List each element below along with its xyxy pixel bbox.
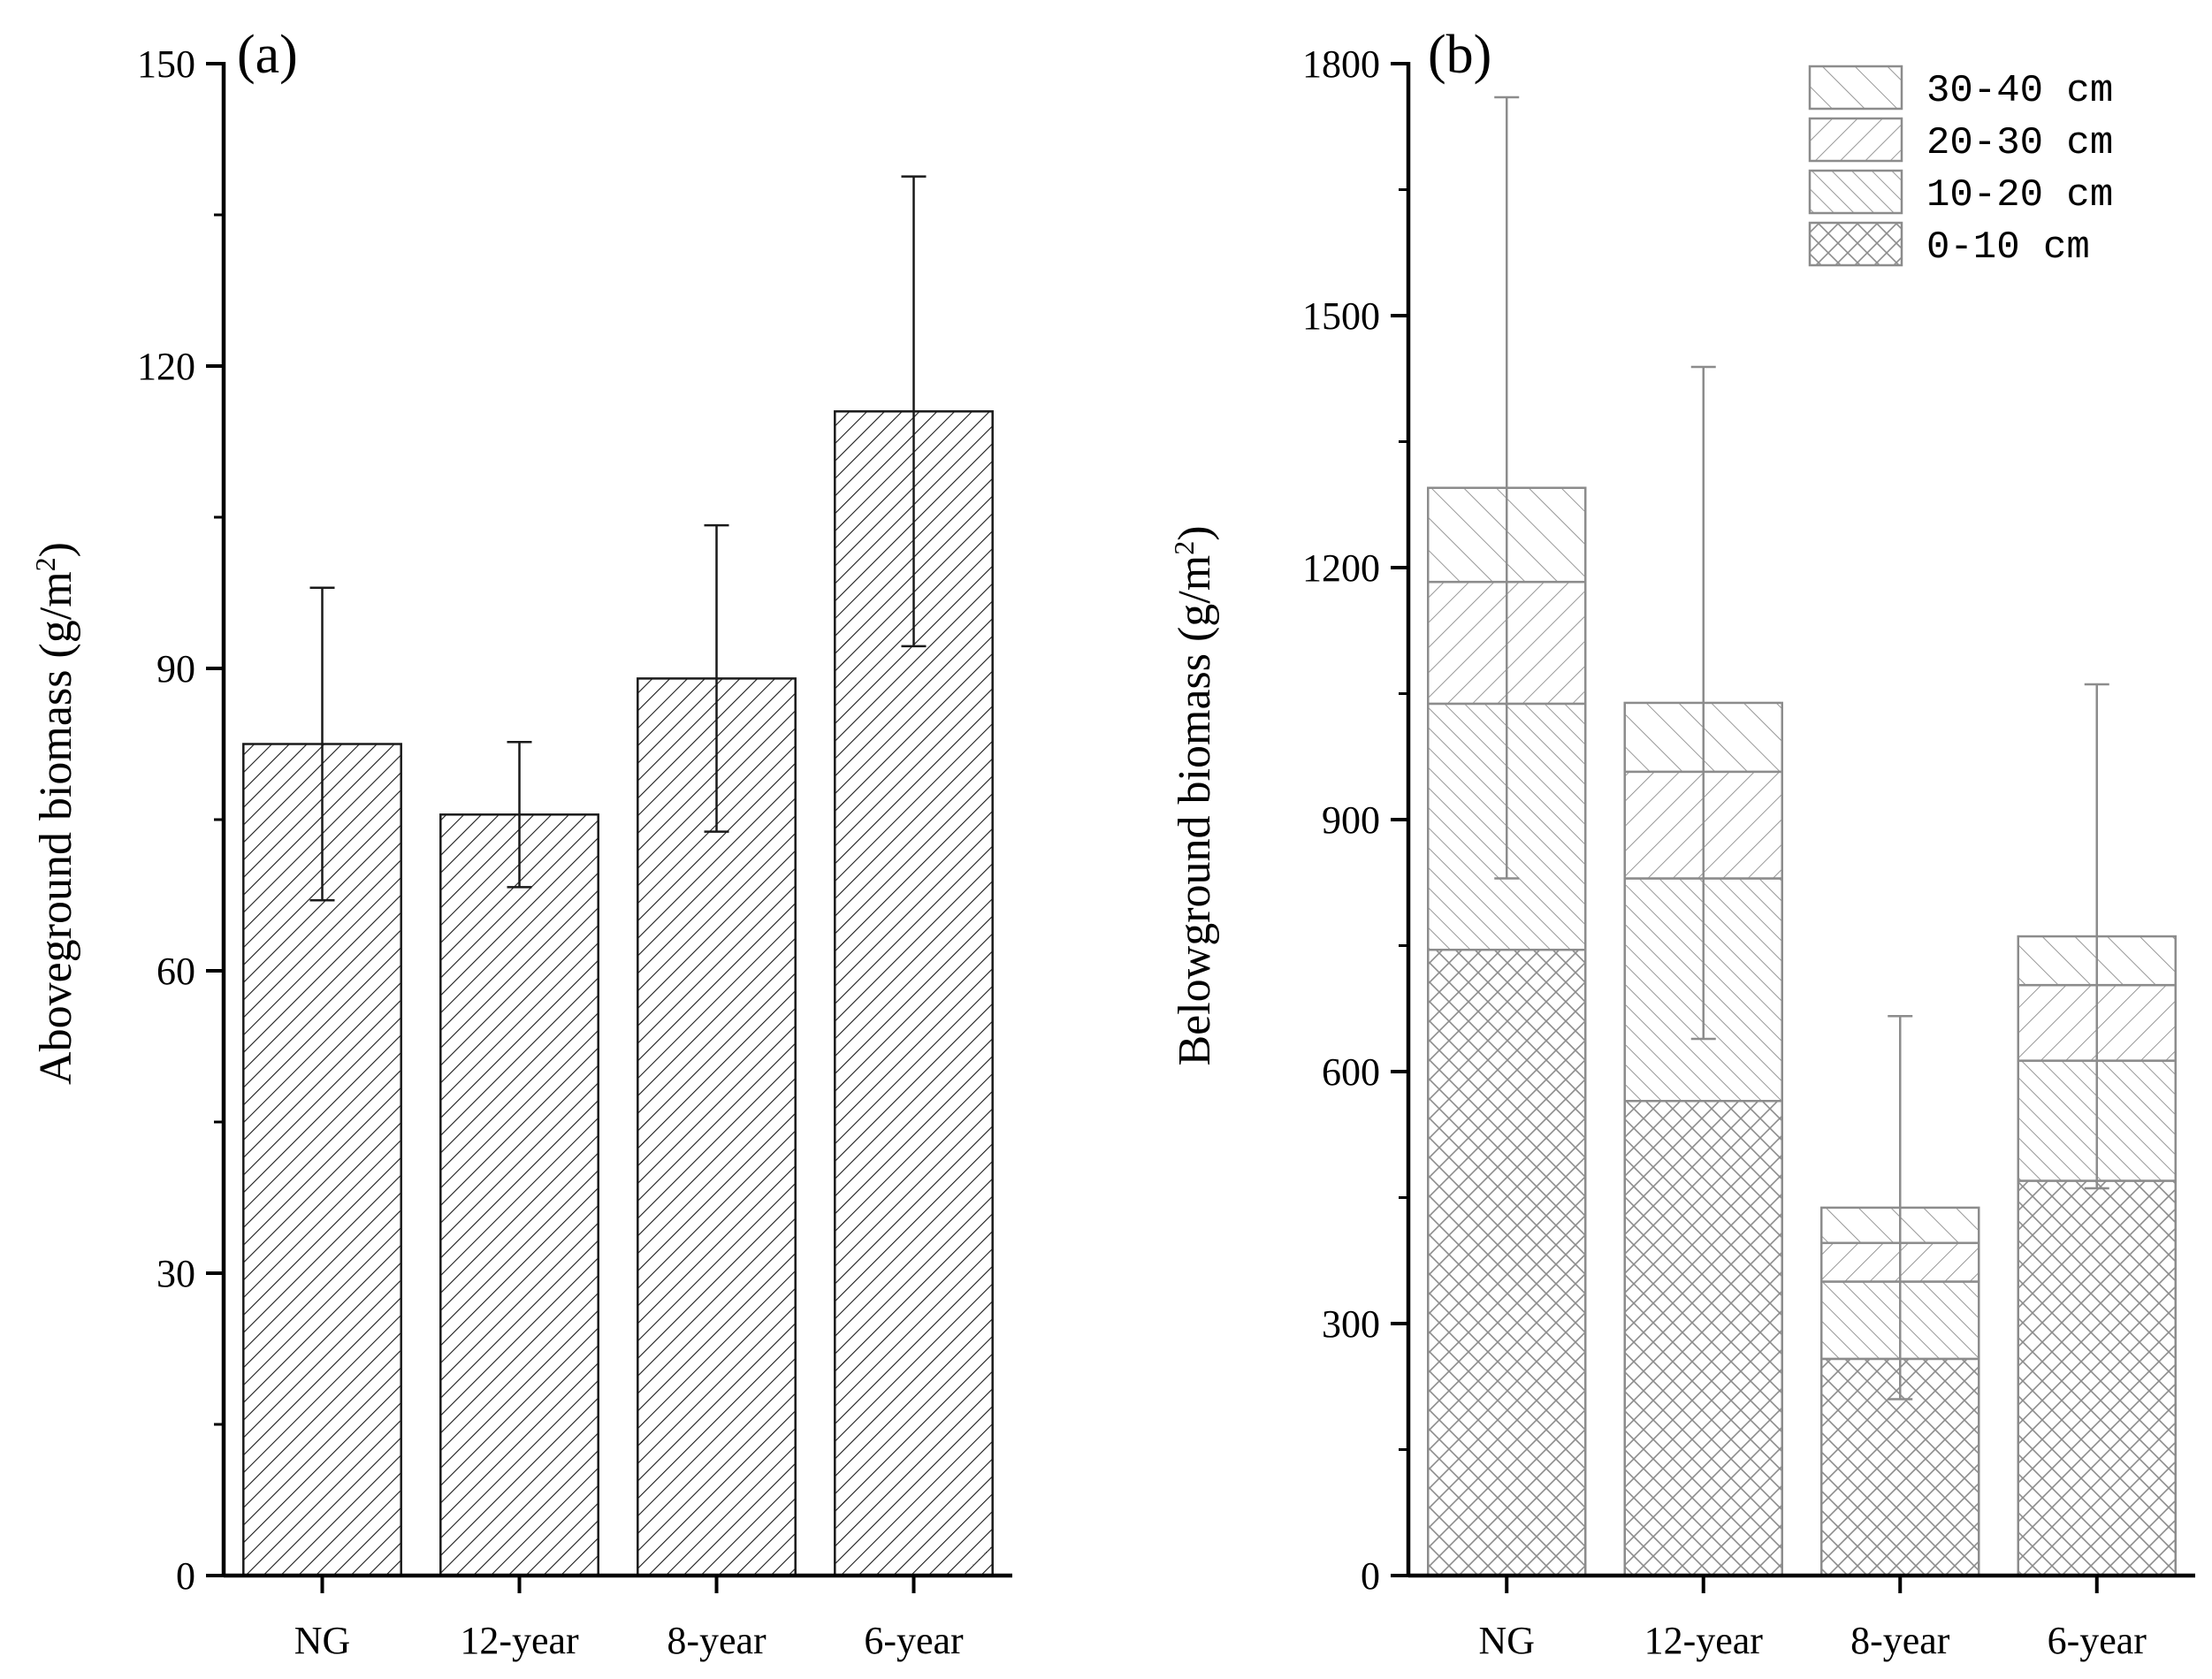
legend-swatch (1808, 65, 1903, 111)
panel-a-x-tick-label: 8-year (667, 1619, 767, 1662)
panel-a: (a) 0 30 60 90 120 150 NG 12-year 8-year 6-year A… (29, 25, 1012, 1662)
panel-b-y-tick-label: 600 (1322, 1050, 1380, 1094)
legend-label: 0-10 cm (1926, 225, 2090, 270)
panel-b-x-tick-label: 6-year (2048, 1619, 2147, 1662)
panel-a-y-tick-label: 60 (156, 950, 195, 993)
panel-a-y-axis-label-close: ) (31, 542, 81, 557)
panel-b-y-tick-label: 0 (1361, 1554, 1380, 1598)
panel-a-y-tick-label: 0 (176, 1554, 195, 1598)
panel-b-x-tick-label: NG (1478, 1619, 1535, 1662)
panel-a-plot-area: 0 30 60 90 120 150 NG 12-year 8-year 6-year (137, 42, 1012, 1662)
panel-b-y-axis-label-text: Belowground biomass (g/m (1170, 555, 1220, 1066)
legend-swatch (1808, 169, 1903, 215)
panel-b-y-axis-label-superscript: 2 (1168, 541, 1200, 555)
panel-a-y-axis-label: Aboveground biomass (g/m2) (29, 542, 81, 1085)
panel-a-y-tick-label: 120 (137, 345, 195, 388)
panel-b-y-tick-label: 900 (1322, 798, 1380, 842)
panel-a-y-axis-label-text: Aboveground biomass (g/m (31, 571, 81, 1085)
panel-b-x-tick-label: 12-year (1644, 1619, 1764, 1662)
panel-a-x-tick-label: 6-year (864, 1619, 964, 1662)
panel-b: (b) 0 300 600 900 1200 1500 1800 NG 12-year 8-yea… (1168, 25, 2195, 1662)
panel-b-y-axis-label: Belowground biomass (g/m2) (1168, 525, 1220, 1065)
panel-a-x-tick-label: NG (294, 1619, 351, 1662)
panel-b-label: (b) (1428, 25, 1491, 85)
legend-swatch (1808, 117, 1903, 163)
panel-a-y-tick-label: 150 (137, 42, 195, 86)
panel-a-y-tick-label: 90 (156, 647, 195, 691)
panel-b-y-tick-label: 1800 (1302, 42, 1380, 86)
panel-b-y-tick-label: 1500 (1302, 294, 1380, 338)
panel-b-legend: 30-40 cm 20-30 cm 10-20 cm 0-10 cm (1808, 65, 2113, 270)
legend-label: 20-30 cm (1926, 121, 2113, 165)
panel-a-bar (439, 813, 599, 1577)
panel-b-x-tick-label: 8-year (1850, 1619, 1950, 1662)
panel-a-y-axis-label-superscript: 2 (29, 557, 61, 571)
panel-b-plot-area: 0 300 600 900 1200 1500 1800 NG 12-year 8-year 6-y… (1302, 42, 2195, 1662)
panel-b-y-tick-label: 1200 (1302, 546, 1380, 590)
panel-b-y-tick-label: 300 (1322, 1302, 1380, 1346)
panel-a-y-tick-label: 30 (156, 1252, 195, 1295)
panel-a-label: (a) (237, 25, 298, 85)
panel-b-bar-segment (1623, 1100, 1783, 1577)
panel-b-y-axis-label-close: ) (1170, 525, 1220, 540)
legend-swatch (1808, 221, 1903, 267)
legend-label: 30-40 cm (1926, 69, 2113, 113)
legend-label: 10-20 cm (1926, 173, 2113, 218)
panel-b-bar-segment (2017, 1179, 2177, 1577)
panel-b-bar-segment (1427, 949, 1587, 1577)
panel-a-x-tick-label: 12-year (460, 1619, 579, 1662)
